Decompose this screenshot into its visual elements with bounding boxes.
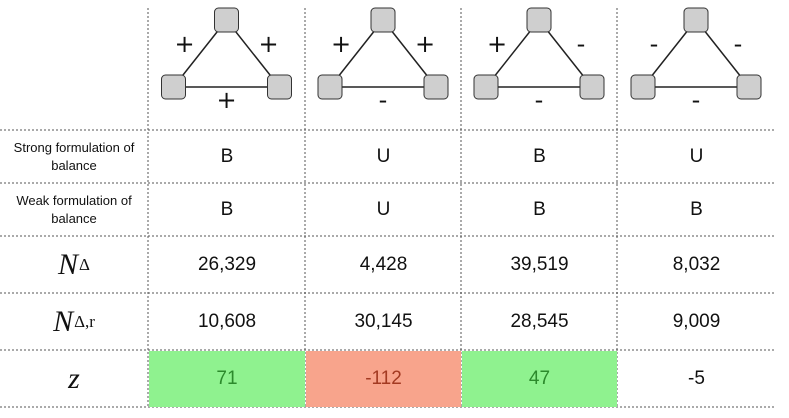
symbol-base: z [68, 362, 80, 395]
symbol-subscript: Δ [79, 255, 90, 274]
edge-sign: + [216, 86, 236, 114]
symbol-base: N [58, 248, 79, 281]
row-symbol: z [0, 351, 148, 407]
table-cell: 47 [462, 351, 617, 407]
edge-sign: + [331, 30, 351, 58]
edge-sign: + [174, 30, 194, 58]
table-cell: U [689, 146, 704, 167]
table-cell: -112 [306, 351, 461, 407]
edge-sign: - [734, 30, 743, 58]
triangle-node [423, 74, 449, 100]
table-cell: B [690, 199, 703, 220]
table-cell: B [220, 199, 234, 220]
edge-sign: - [692, 86, 701, 114]
table-cell: -5 [688, 368, 705, 389]
triangle-node [579, 74, 605, 100]
triangle-node [736, 74, 762, 100]
table-cell: 4,428 [359, 254, 408, 275]
symbol-base: N [53, 305, 74, 338]
table-cell: U [376, 146, 391, 167]
triangle-node [267, 74, 292, 100]
table-cell: 10,608 [197, 311, 257, 332]
triangle-node [317, 74, 343, 100]
edge-sign: - [577, 30, 586, 58]
table-cell: 9,009 [672, 311, 721, 332]
table-cell: 30,145 [354, 311, 413, 332]
table-cell: 39,519 [510, 254, 569, 275]
table-cell: 26,329 [197, 254, 257, 275]
table-cell: B [533, 146, 546, 167]
triangle-node [683, 7, 709, 33]
table-cell: 71 [149, 351, 305, 407]
triangle-node [370, 7, 396, 33]
triangle-node [473, 74, 499, 100]
table-cell: 8,032 [672, 254, 721, 275]
edge-sign: + [487, 30, 507, 58]
edge-sign: + [415, 30, 435, 58]
symbol-subscript: Δ,r [74, 312, 95, 331]
triangle-node [214, 7, 239, 33]
edge-sign: - [650, 30, 659, 58]
edge-sign: - [535, 86, 544, 114]
table-cell: B [533, 199, 546, 220]
row-label: Weak formulation of balance [16, 193, 132, 226]
edge-sign: - [379, 86, 388, 114]
triangle-node [526, 7, 552, 33]
table-cell: 28,545 [510, 311, 569, 332]
edge-sign: + [258, 30, 278, 58]
triangle-node [161, 74, 186, 100]
row-label: Strong formulation of balance [13, 140, 135, 173]
triangle-node [630, 74, 656, 100]
row-symbol: N Δ,r [0, 294, 148, 350]
table-cell: B [220, 146, 234, 167]
table-cell: U [376, 199, 391, 220]
